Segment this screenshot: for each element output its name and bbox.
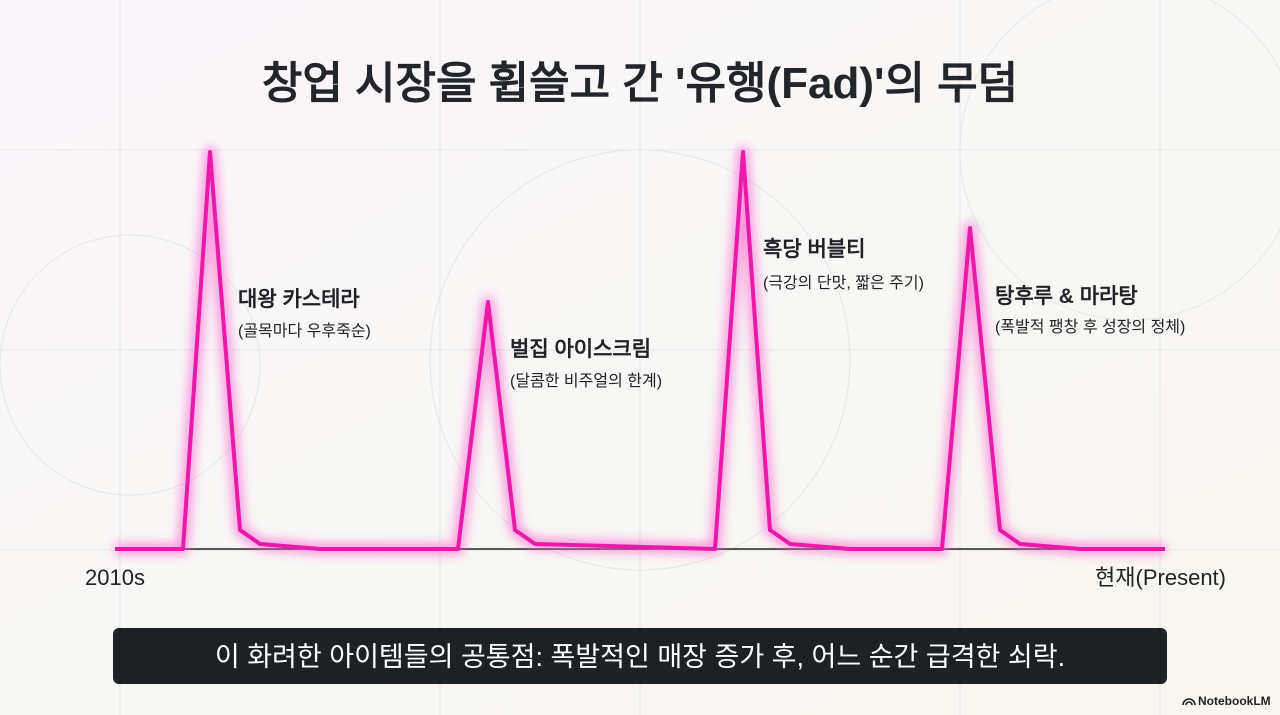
annotation-label: 흑당 버블티 <box>763 238 865 261</box>
annotation-note: (골목마다 우후죽순) <box>238 322 371 340</box>
annotation-note: (폭발적 팽창 후 성장의 정체) <box>995 318 1185 336</box>
annotations: 대왕 카스테라 (골목마다 우후죽순) 벌집 아이스크림 (달콤한 비주얼의 한… <box>238 238 1185 390</box>
title: 창업 시장을 휩쓸고 간 '유행(Fad)'의 무덤 <box>262 59 1018 108</box>
brand-icon <box>1182 698 1196 706</box>
annotation-label: 벌집 아이스크림 <box>510 338 651 361</box>
caption: 이 화려한 아이템들의 공통점: 폭발적인 매장 증가 후, 어느 순간 급격한… <box>215 642 1065 672</box>
annotation-label: 탕후루 & 마라탕 <box>995 284 1138 308</box>
axis-start: 2010s <box>85 565 145 590</box>
brand: NotebookLM <box>1198 694 1271 708</box>
annotation-note: (달콤한 비주얼의 한계) <box>510 372 662 390</box>
caption-box <box>113 628 1167 684</box>
annotation-note: (극강의 단맛, 짧은 주기) <box>763 274 924 292</box>
axis-end: 현재(Present) <box>1095 565 1226 590</box>
trend-line <box>115 146 1165 555</box>
annotation-label: 대왕 카스테라 <box>238 288 360 311</box>
